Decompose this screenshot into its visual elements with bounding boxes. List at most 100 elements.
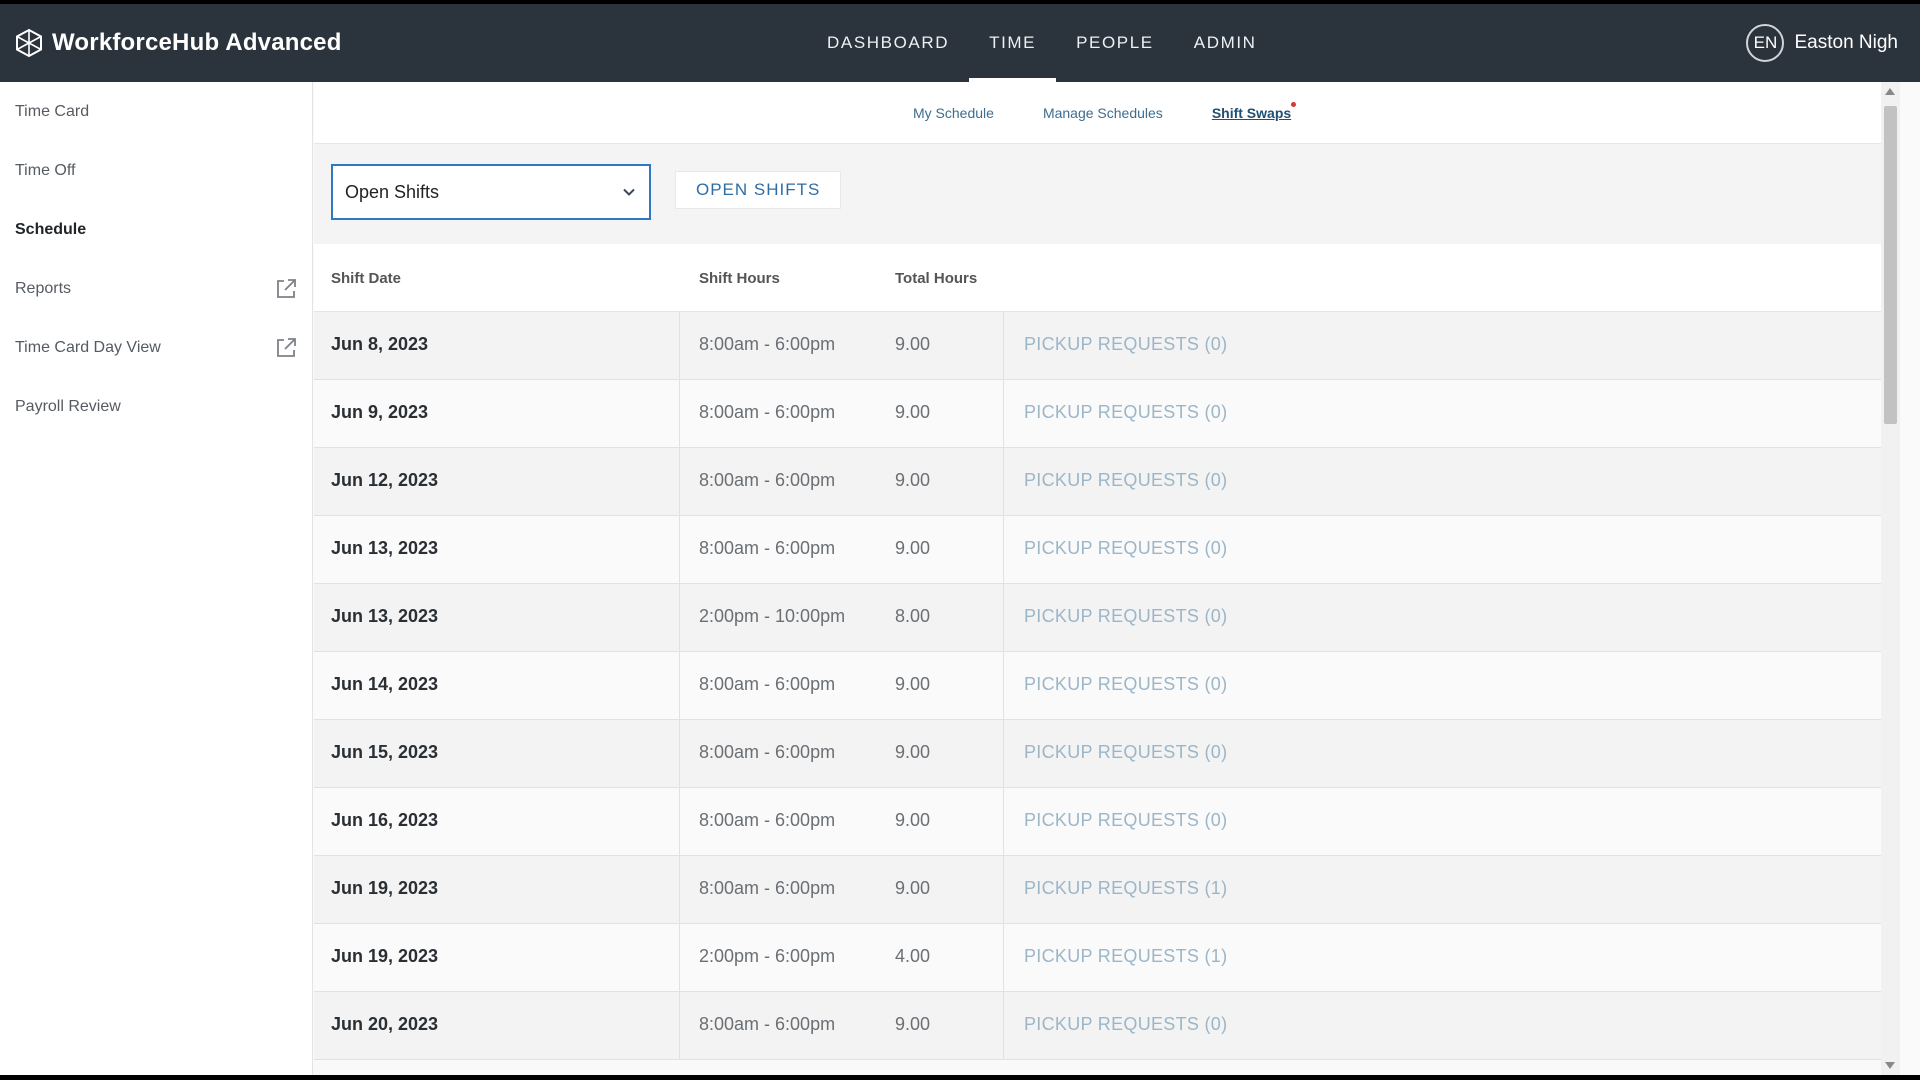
table-row[interactable]: Jun 9, 2023 8:00am - 6:00pm 9.00 PICKUP REQ… xyxy=(314,380,1899,448)
pickup-requests-link[interactable]: PICKUP REQUESTS (1) xyxy=(1024,878,1228,898)
column-divider xyxy=(1003,312,1004,380)
table-row[interactable]: Jun 8, 2023 8:00am - 6:00pm 9.00 PICKUP REQ… xyxy=(314,312,1899,380)
external-link-icon[interactable] xyxy=(274,277,298,301)
total-hours-cell: 9.00 xyxy=(895,810,931,830)
sidebar-item-label: Schedule xyxy=(15,220,87,238)
nav-tab-people[interactable]: PEOPLE xyxy=(1076,33,1154,52)
table-row[interactable]: Jun 16, 2023 8:00am - 6:00pm 9.00 PICKUP RE… xyxy=(314,788,1899,856)
total-hours-cell: 9.00 xyxy=(895,402,931,422)
shift-date-cell: Jun 19, 2023 xyxy=(331,946,439,966)
column-divider xyxy=(679,992,680,1060)
pickup-requests-link[interactable]: PICKUP REQUESTS (0) xyxy=(1024,606,1228,626)
shift-date-cell: Jun 13, 2023 xyxy=(331,538,439,558)
open-shifts-button[interactable]: OPEN SHIFTS xyxy=(675,171,842,209)
table-header: Shift Date Shift Hours Total Hours xyxy=(314,244,1899,312)
pickup-requests-link[interactable]: PICKUP REQUESTS (0) xyxy=(1024,1014,1228,1034)
column-divider xyxy=(1003,788,1004,856)
column-header-shift-date[interactable]: Shift Date xyxy=(331,270,402,287)
shift-hours-cell: 8:00am - 6:00pm xyxy=(699,674,836,694)
pickup-requests-link[interactable]: PICKUP REQUESTS (0) xyxy=(1024,470,1228,490)
user-menu[interactable]: EN Easton Nigh xyxy=(1746,4,1898,82)
column-header-total-hours[interactable]: Total Hours xyxy=(895,270,978,287)
sidebar-item-time-card[interactable]: Time Card xyxy=(0,82,312,141)
shift-date-cell: Jun 8, 2023 xyxy=(331,334,429,354)
column-divider xyxy=(679,448,680,516)
total-hours-cell: 9.00 xyxy=(895,674,931,694)
pickup-requests-link[interactable]: PICKUP REQUESTS (0) xyxy=(1024,742,1228,762)
sidebar-item-payroll-review[interactable]: Payroll Review xyxy=(0,377,312,436)
table-row[interactable]: Jun 19, 2023 8:00am - 6:00pm 9.00 PICKUP RE… xyxy=(314,856,1899,924)
table-row[interactable]: Jun 14, 2023 8:00am - 6:00pm 9.00 PICKUP RE… xyxy=(314,652,1899,720)
column-header-shift-hours[interactable]: Shift Hours xyxy=(699,270,780,287)
pickup-requests-link[interactable]: PICKUP REQUESTS (0) xyxy=(1024,538,1228,558)
table-row[interactable]: Jun 12, 2023 8:00am - 6:00pm 9.00 PICKUP RE… xyxy=(314,448,1899,516)
shift-hours-cell: 2:00pm - 10:00pm xyxy=(699,606,846,626)
column-divider xyxy=(1003,380,1004,448)
shift-date-cell: Jun 12, 2023 xyxy=(331,470,439,490)
column-divider xyxy=(1003,924,1004,992)
column-divider xyxy=(679,856,680,924)
column-divider xyxy=(679,924,680,992)
avatar[interactable]: EN xyxy=(1746,24,1785,62)
pickup-requests-link[interactable]: PICKUP REQUESTS (0) xyxy=(1024,810,1228,830)
total-hours-cell: 9.00 xyxy=(895,538,931,558)
total-hours-cell: 9.00 xyxy=(895,742,931,762)
shift-type-select[interactable]: Open Shifts xyxy=(331,164,651,220)
shift-date-cell: Jun 16, 2023 xyxy=(331,810,439,830)
column-divider xyxy=(679,584,680,652)
pickup-requests-link[interactable]: PICKUP REQUESTS (0) xyxy=(1024,402,1228,422)
shift-date-cell: Jun 9, 2023 xyxy=(331,402,429,422)
sidebar-item-time-card-day-view[interactable]: Time Card Day View xyxy=(0,318,312,377)
sidebar-item-label: Time Card xyxy=(15,102,90,120)
total-hours-cell: 9.00 xyxy=(895,1014,931,1034)
sub-link-label: Shift Swaps xyxy=(1211,105,1292,121)
column-divider xyxy=(1003,584,1004,652)
scrollbar[interactable] xyxy=(1881,82,1900,1075)
column-divider xyxy=(679,312,680,380)
pickup-requests-link[interactable]: PICKUP REQUESTS (0) xyxy=(1024,334,1228,354)
user-name[interactable]: Easton Nigh xyxy=(1794,32,1898,53)
brand[interactable]: WorkforceHub Advanced xyxy=(14,4,342,82)
table-row[interactable]: Jun 13, 2023 2:00pm - 10:00pm 8.00 PICKUP R… xyxy=(314,584,1899,652)
pickup-requests-link[interactable]: PICKUP REQUESTS (1) xyxy=(1024,946,1228,966)
shift-date-cell: Jun 19, 2023 xyxy=(331,878,439,898)
sub-link-manage-schedules[interactable]: Manage Schedules xyxy=(1042,105,1163,121)
nav-tab-dashboard[interactable]: DASHBOARD xyxy=(827,33,950,52)
shift-date-cell: Jun 15, 2023 xyxy=(331,742,439,762)
shift-hours-cell: 8:00am - 6:00pm xyxy=(699,538,836,558)
sidebar-item-label: Time Card Day View xyxy=(15,338,161,356)
shift-hours-cell: 8:00am - 6:00pm xyxy=(699,334,836,354)
scroll-down-arrow-icon[interactable] xyxy=(1885,1062,1895,1069)
sub-link-shift-swaps[interactable]: Shift Swaps xyxy=(1211,102,1297,121)
column-divider xyxy=(679,720,680,788)
nav-tab-admin[interactable]: ADMIN xyxy=(1193,33,1257,52)
table-row[interactable]: Jun 19, 2023 2:00pm - 6:00pm 4.00 PICKUP RE… xyxy=(314,924,1899,992)
table-row[interactable]: Jun 20, 2023 8:00am - 6:00pm 9.00 PICKUP RE… xyxy=(314,992,1899,1060)
notification-dot-icon xyxy=(1291,102,1297,107)
column-divider xyxy=(679,652,680,720)
sidebar-item-schedule[interactable]: Schedule xyxy=(0,200,312,259)
scroll-up-arrow-icon[interactable] xyxy=(1885,88,1895,95)
column-divider xyxy=(1003,516,1004,584)
column-divider xyxy=(679,516,680,584)
sidebar-item-reports[interactable]: Reports xyxy=(0,259,312,318)
shift-type-select-value: Open Shifts xyxy=(345,181,440,202)
main-nav: DASHBOARD TIME PEOPLE ADMIN xyxy=(807,4,1277,82)
shift-hours-cell: 8:00am - 6:00pm xyxy=(699,402,836,422)
table-row[interactable]: Jun 13, 2023 8:00am - 6:00pm 9.00 PICKUP RE… xyxy=(314,516,1899,584)
shift-hours-cell: 8:00am - 6:00pm xyxy=(699,742,836,762)
column-divider xyxy=(1003,448,1004,516)
scrollbar-thumb[interactable] xyxy=(1884,106,1897,424)
main-content: My Schedule Manage Schedules Shift Swaps… xyxy=(314,82,1900,1075)
pickup-requests-link[interactable]: PICKUP REQUESTS (0) xyxy=(1024,674,1228,694)
sidebar-item-time-off[interactable]: Time Off xyxy=(0,141,312,200)
hexagon-logo-icon xyxy=(16,28,42,58)
column-divider xyxy=(1003,720,1004,788)
sub-link-my-schedule[interactable]: My Schedule xyxy=(913,105,994,121)
external-link-icon[interactable] xyxy=(274,336,298,360)
shift-date-cell: Jun 13, 2023 xyxy=(331,606,439,626)
table-row[interactable]: Jun 15, 2023 8:00am - 6:00pm 9.00 PICKUP RE… xyxy=(314,720,1899,788)
nav-tab-time[interactable]: TIME xyxy=(969,4,1057,82)
shifts-table: Shift Date Shift Hours Total Hours Jun 8… xyxy=(314,244,1899,1060)
toolbar: Open Shifts OPEN SHIFTS xyxy=(314,144,1900,244)
